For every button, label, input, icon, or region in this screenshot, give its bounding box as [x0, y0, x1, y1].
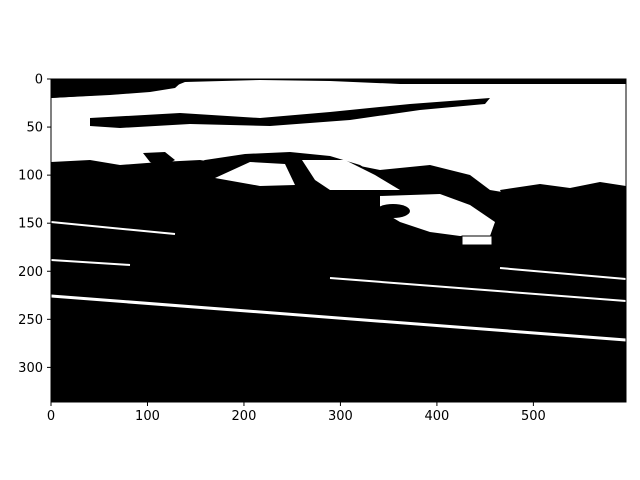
image-car-plate	[461, 235, 493, 246]
plot-area	[51, 79, 626, 402]
y-tick-label: 0	[35, 73, 43, 88]
image-road-line-4	[329, 277, 626, 302]
y-axis: 0 50 100 150 200 250 300	[18, 73, 51, 376]
image-car-window-front	[302, 160, 400, 190]
x-tick-label: 400	[424, 409, 449, 424]
image-car-headlight	[376, 204, 410, 218]
image-road-line-2	[51, 259, 131, 266]
image-bright-region-sky	[51, 80, 626, 195]
x-axis: 0 100 200 300 400 500	[47, 402, 546, 424]
x-tick-label: 300	[328, 409, 353, 424]
x-tick-label: 200	[232, 409, 257, 424]
image-road-line-3	[51, 294, 626, 342]
axes-frame	[50, 78, 627, 403]
x-tick-label: 500	[521, 409, 546, 424]
y-tick-label: 150	[18, 217, 43, 232]
image-car-wing	[143, 152, 175, 168]
y-tick-label: 250	[18, 313, 43, 328]
image-road-line-1	[51, 221, 176, 235]
x-tick-label: 0	[47, 409, 55, 424]
image-car-body	[148, 152, 502, 272]
y-tick-label: 300	[18, 361, 43, 376]
image-dark-band-top	[51, 79, 185, 98]
image-dark-smear	[90, 98, 490, 128]
y-tick-label: 200	[18, 265, 43, 280]
image-car-window-side	[215, 162, 295, 186]
y-tick-label: 100	[18, 169, 43, 184]
image-dark-patch-right	[500, 184, 626, 230]
x-tick-label: 100	[135, 409, 160, 424]
y-tick-label: 50	[26, 121, 43, 136]
image-car-hood	[380, 194, 495, 236]
image-road-line-5	[499, 267, 626, 280]
